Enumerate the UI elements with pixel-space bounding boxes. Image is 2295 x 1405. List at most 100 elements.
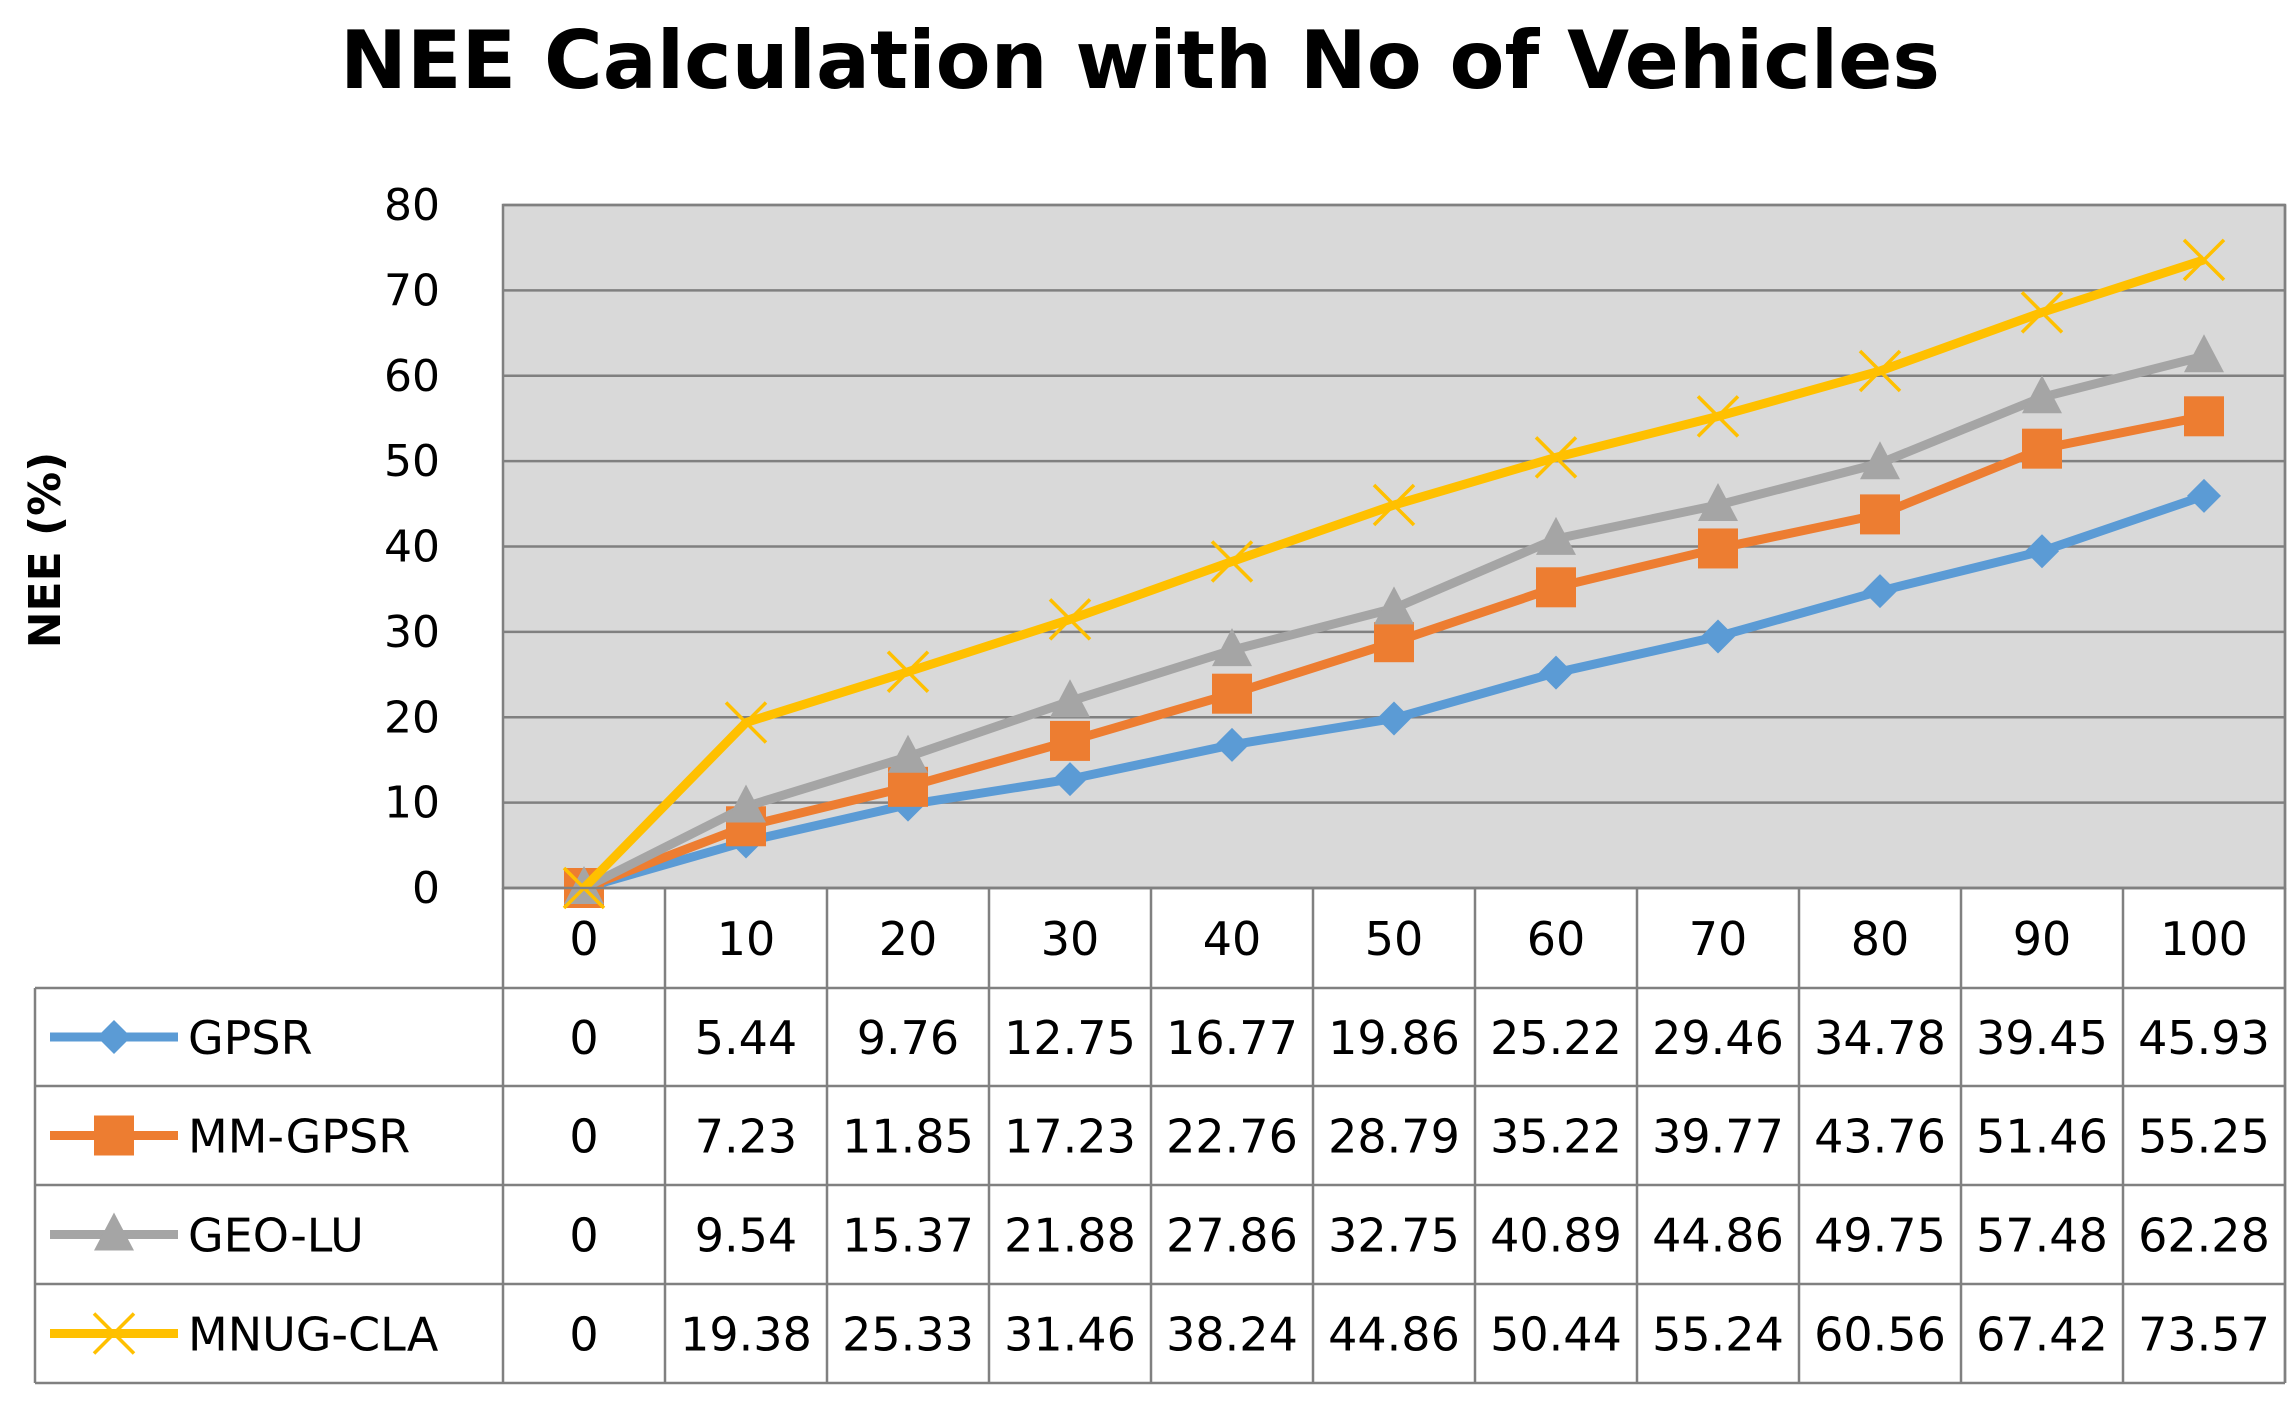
data-point [1210, 540, 1254, 583]
data-point [1215, 727, 1249, 762]
table-value: 35.22 [1490, 1110, 1622, 1164]
legend-key-mm-gpsr [50, 1115, 178, 1156]
data-point [1701, 619, 1735, 654]
y-tick-label: 40 [384, 522, 440, 573]
data-point [92, 1312, 136, 1355]
table-value: 28.79 [1328, 1110, 1460, 1164]
data-point [1377, 701, 1411, 736]
legend-label: GPSR [188, 1011, 313, 1065]
table-value: 0 [569, 1209, 598, 1263]
data-point [97, 1020, 131, 1054]
data-point [724, 701, 768, 744]
x-tick-label: 30 [1041, 912, 1100, 966]
table-value: 15.37 [842, 1209, 974, 1263]
table-value: 73.57 [2138, 1308, 2270, 1362]
data-point [1698, 528, 1738, 569]
data-point [94, 1115, 134, 1156]
table-value: 39.45 [1976, 1011, 2108, 1065]
table-value: 55.24 [1652, 1308, 1784, 1362]
data-point [2020, 291, 2064, 334]
table-value: 19.86 [1328, 1011, 1460, 1065]
data-point [1860, 494, 1900, 535]
data-point [1048, 598, 1092, 641]
table-value: 0 [569, 1110, 598, 1164]
data-point [2187, 478, 2221, 513]
table-value: 62.28 [2138, 1209, 2270, 1263]
data-point [1536, 567, 1576, 608]
table-value: 9.54 [695, 1209, 797, 1263]
x-tick-label: 0 [569, 912, 598, 966]
x-tick-label: 60 [1527, 912, 1586, 966]
y-tick-label: 60 [384, 351, 440, 402]
table-value: 44.86 [1328, 1308, 1460, 1362]
legend-key-geo-lu [50, 1212, 178, 1251]
series-mnug-cla [562, 238, 2226, 910]
table-value: 40.89 [1490, 1209, 1622, 1263]
data-point [1050, 679, 1090, 718]
x-tick-label: 100 [2160, 912, 2248, 966]
table-value: 11.85 [842, 1110, 974, 1164]
data-point [2025, 534, 2059, 569]
x-tick-label: 50 [1365, 912, 1424, 966]
table-value: 25.33 [842, 1308, 974, 1362]
data-point [1534, 436, 1578, 479]
table-value: 29.46 [1652, 1011, 1784, 1065]
table-value: 27.86 [1166, 1209, 1298, 1263]
y-tick-label: 70 [384, 265, 440, 316]
y-tick-label: 10 [384, 778, 440, 829]
data-point [1858, 349, 1902, 393]
x-tick-label: 90 [2013, 912, 2072, 966]
data-point [1212, 673, 1252, 714]
table-value: 34.78 [1814, 1011, 1946, 1065]
table-value: 51.46 [1976, 1110, 2108, 1164]
table-value: 0 [569, 1011, 598, 1065]
data-point [726, 784, 766, 823]
y-tick-label: 50 [384, 436, 440, 487]
x-tick-label: 20 [879, 912, 938, 966]
x-tick-label: 70 [1689, 912, 1748, 966]
data-point [1696, 395, 1740, 438]
data-point [1863, 574, 1897, 609]
table-value: 22.76 [1166, 1110, 1298, 1164]
legend-key-mnug-cla [50, 1312, 178, 1355]
table-value: 60.56 [1814, 1308, 1946, 1362]
data-point [1374, 586, 1414, 625]
y-tick-label: 80 [384, 180, 440, 231]
table-value: 67.42 [1976, 1308, 2108, 1362]
table-value: 32.75 [1328, 1209, 1460, 1263]
legend-label: GEO-LU [188, 1209, 364, 1263]
legend-label: MM-GPSR [188, 1110, 410, 1164]
table-value: 50.44 [1490, 1308, 1622, 1362]
table-value: 5.44 [695, 1011, 797, 1065]
table-value: 38.24 [1166, 1308, 1298, 1362]
data-point [2184, 334, 2224, 373]
data-point [2022, 428, 2062, 469]
data-point [2022, 375, 2062, 414]
table-value: 39.77 [1652, 1110, 1784, 1164]
x-tick-label: 10 [717, 912, 776, 966]
data-point [1050, 720, 1090, 761]
table-value: 45.93 [2138, 1011, 2270, 1065]
series-geo-lu [564, 334, 2224, 904]
legend-label: MNUG-CLA [188, 1308, 439, 1362]
y-tick-label: 20 [384, 692, 440, 743]
y-tick-label: 30 [384, 607, 440, 658]
table-value: 12.75 [1004, 1011, 1136, 1065]
table-value: 43.76 [1814, 1110, 1946, 1164]
y-tick-label: 0 [412, 863, 440, 914]
data-point [2184, 396, 2224, 437]
data-point [1539, 655, 1573, 690]
table-value: 7.23 [695, 1110, 797, 1164]
table-value: 55.25 [2138, 1110, 2270, 1164]
table-value: 49.75 [1814, 1209, 1946, 1263]
data-point [1698, 483, 1738, 522]
table-value: 44.86 [1652, 1209, 1784, 1263]
table-value: 21.88 [1004, 1209, 1136, 1263]
data-point [1374, 622, 1414, 663]
y-axis-label: NEE (%) [20, 452, 71, 649]
data-point [886, 650, 930, 693]
table-value: 16.77 [1166, 1011, 1298, 1065]
table-value: 31.46 [1004, 1308, 1136, 1362]
table-value: 19.38 [680, 1308, 812, 1362]
x-tick-label: 80 [1851, 912, 1910, 966]
